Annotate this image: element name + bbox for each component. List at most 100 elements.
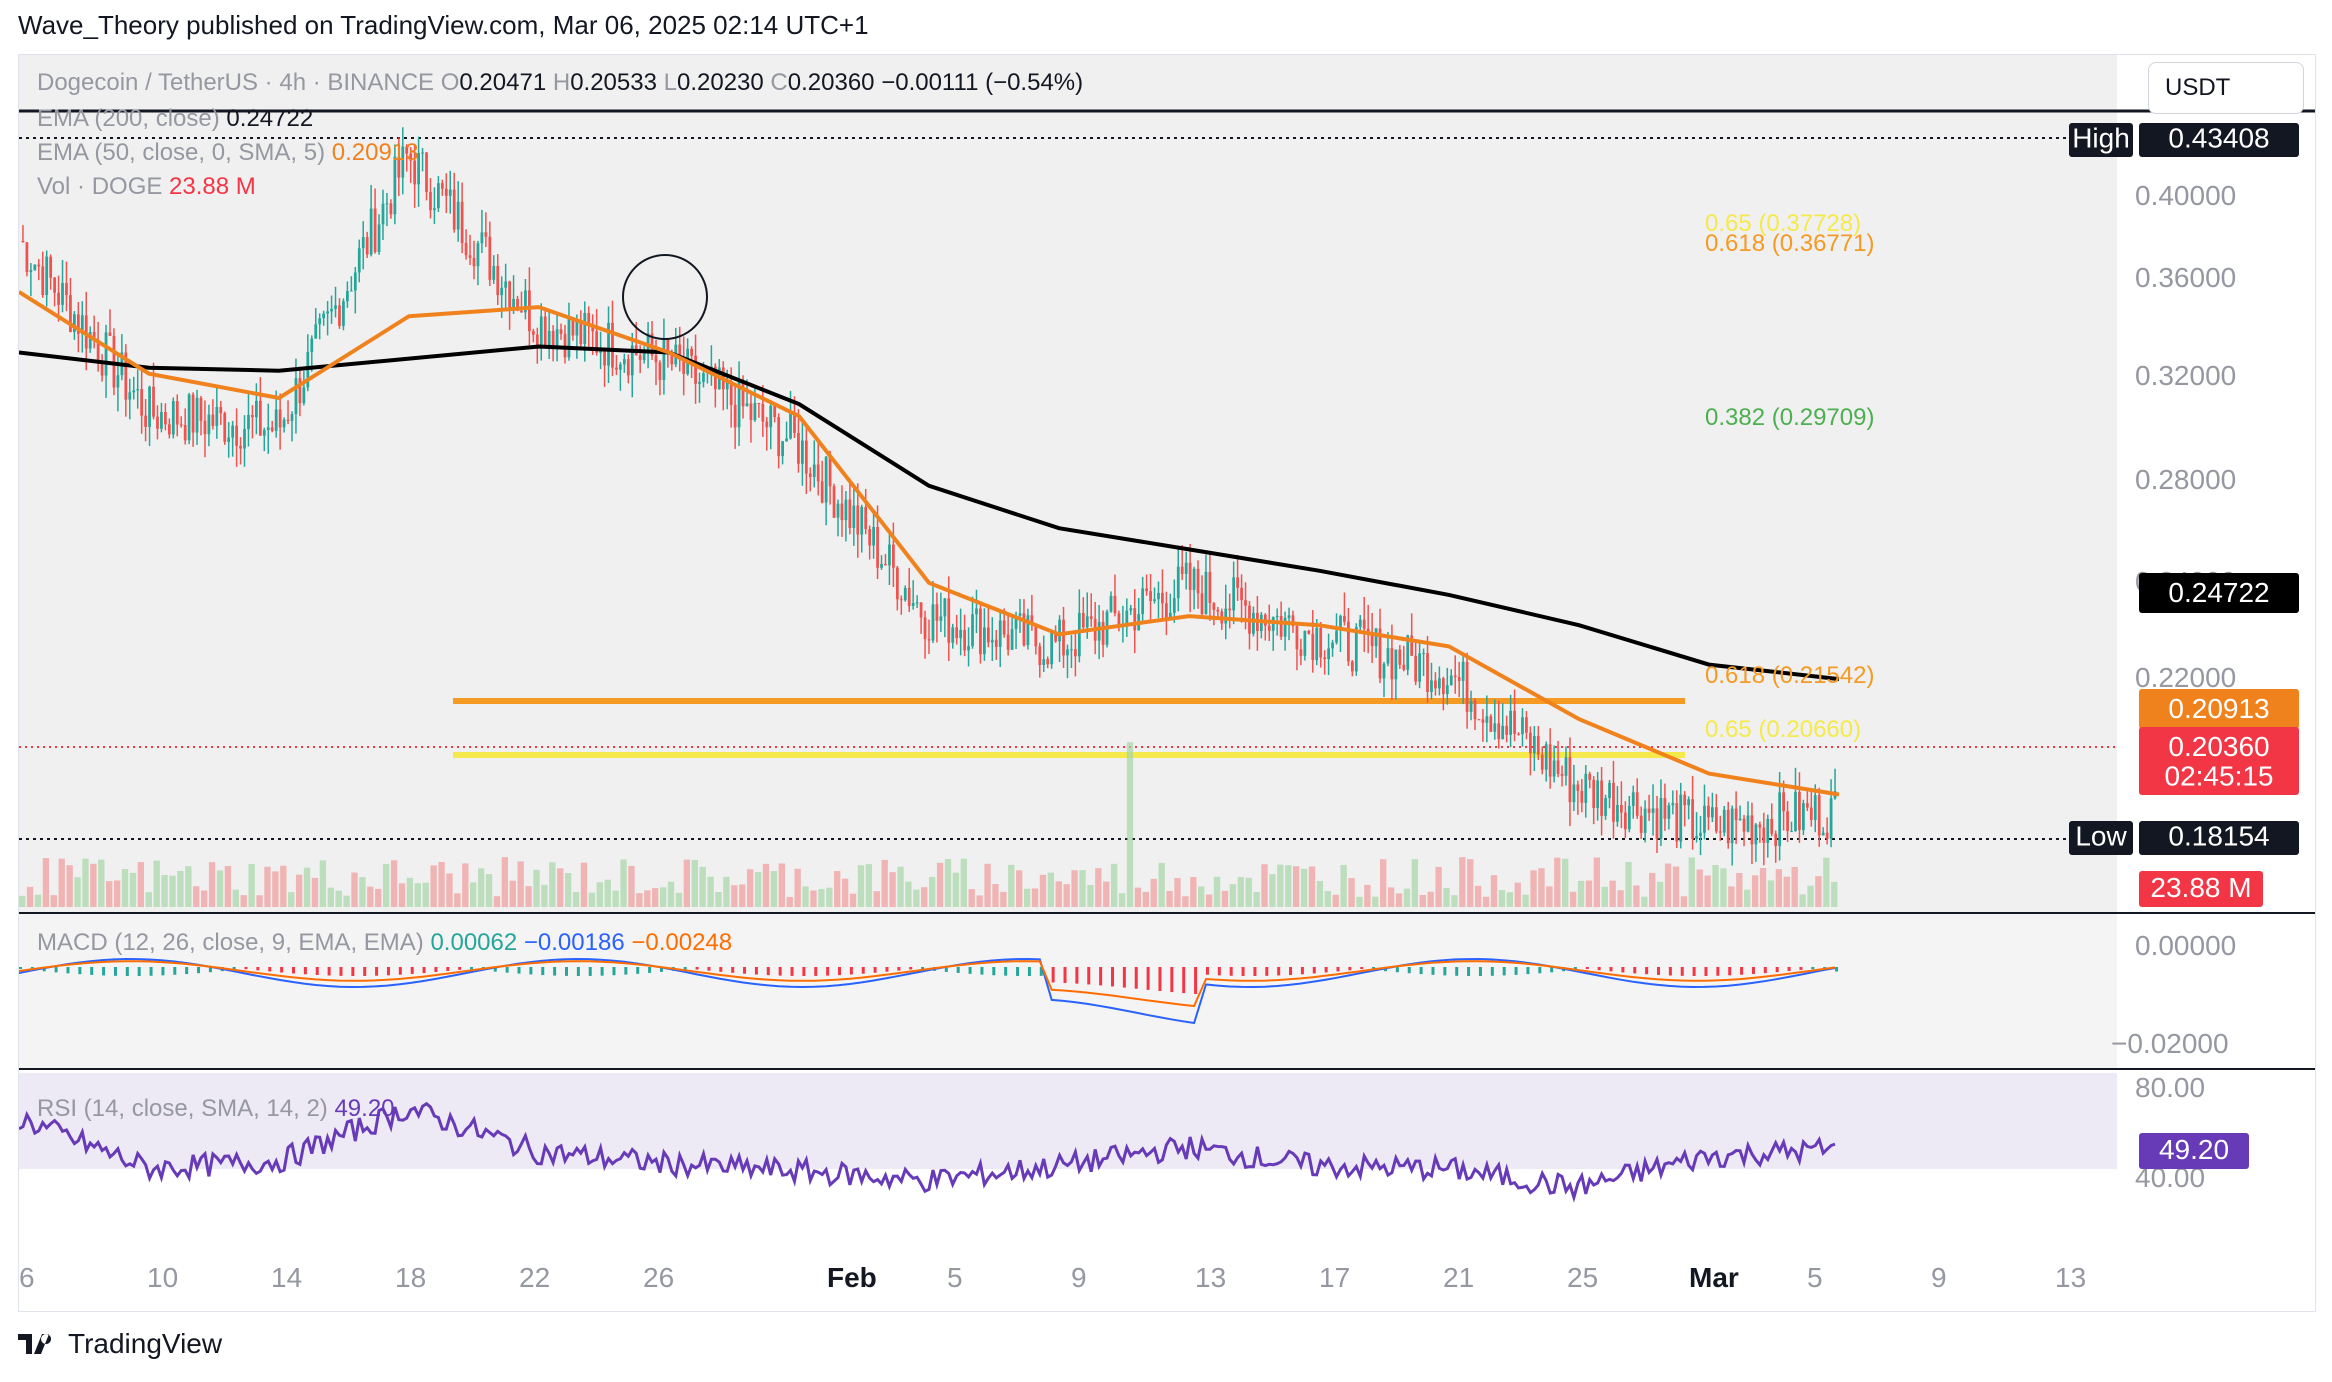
macd-histogram-bar: [1111, 967, 1114, 987]
macd-histogram-bar: [208, 967, 212, 973]
candle-body: [440, 183, 444, 189]
macd-histogram-bar: [980, 967, 984, 975]
volume-legend[interactable]: Vol · DOGE 23.88 M: [37, 173, 256, 200]
macd-histogram-bar: [1585, 967, 1589, 970]
volume-bar: [1016, 870, 1023, 907]
candle-body: [733, 404, 737, 428]
candle-body: [96, 341, 100, 364]
volume-bar: [1419, 894, 1426, 907]
candle-body: [1782, 792, 1785, 812]
volume-bar: [1316, 880, 1324, 907]
price-tick-label: 0.28000: [2135, 464, 2236, 495]
macd-histogram-bar: [517, 967, 521, 974]
candle-body: [199, 397, 203, 421]
candle-body: [290, 414, 294, 421]
volume-bar: [715, 891, 722, 907]
ema200-legend[interactable]: EMA (200, close) 0.24722: [37, 105, 314, 132]
symbol-name: Dogecoin / TetherUS · 4h · BINANCE: [37, 69, 435, 96]
macd-histogram-bar: [576, 967, 580, 976]
volume-bar: [438, 862, 445, 907]
volume-bar: [311, 877, 319, 907]
candle-body: [1236, 577, 1239, 588]
macd-histogram-bar: [1205, 967, 1209, 975]
candle-body: [1659, 798, 1663, 839]
candle-body: [971, 614, 974, 647]
high-value: 0.20533: [570, 69, 657, 96]
candle-body: [1311, 633, 1315, 661]
volume-bar: [327, 887, 334, 907]
candle-body: [765, 421, 769, 428]
volume-bar: [1095, 868, 1102, 907]
volume-bar: [1736, 872, 1743, 907]
volume-bar: [145, 892, 152, 907]
macd-histogram-bar: [446, 967, 450, 971]
volume-bar: [1657, 881, 1664, 907]
candle-body: [1564, 757, 1568, 776]
chart-frame[interactable]: 0.400000.360000.320000.280000.240000.220…: [18, 54, 2316, 1312]
candle-body: [1354, 626, 1358, 672]
volume-bar: [42, 858, 50, 907]
rsi-legend[interactable]: RSI (14, close, SMA, 14, 2) 49.20: [37, 1095, 395, 1122]
volume-bar: [1823, 857, 1830, 907]
ema50-legend[interactable]: EMA (50, close, 0, SMA, 5) 0.20913: [37, 139, 419, 166]
candle-body: [729, 381, 733, 405]
currency-button[interactable]: USDT: [2148, 62, 2304, 114]
ema50-price-tag: 0.20913: [2168, 693, 2269, 724]
macd-histogram-bar: [244, 967, 248, 970]
macd-histogram-bar: [185, 967, 189, 975]
candle-body: [1117, 613, 1121, 627]
macd-histogram-bar: [968, 967, 972, 974]
macd-histogram-bar: [1158, 967, 1162, 992]
candle-body: [931, 604, 935, 641]
candle-body: [678, 344, 682, 360]
candle-body: [1655, 808, 1659, 839]
volume-bar: [770, 871, 778, 907]
volume-bar: [129, 872, 137, 907]
candle-body: [935, 604, 939, 621]
volume-bar: [1372, 896, 1379, 907]
candle-body: [1382, 663, 1386, 679]
candle-body: [393, 156, 397, 215]
candle-body: [1790, 831, 1793, 833]
macd-histogram-bar: [1182, 967, 1186, 994]
candlestick-chart[interactable]: 0.400000.360000.320000.280000.240000.220…: [19, 55, 2315, 1311]
candle-body: [357, 248, 361, 273]
candle-body: [690, 348, 693, 356]
tradingview-logo[interactable]: TradingView: [18, 1328, 222, 1360]
candle-body: [824, 456, 828, 503]
candle-body: [421, 152, 424, 154]
macd-histogram-bar: [1692, 967, 1696, 976]
candle-body: [1821, 832, 1825, 836]
volume-bar: [1198, 886, 1205, 907]
volume-bar: [1395, 893, 1403, 907]
candle-body: [1477, 719, 1481, 721]
candle-body: [1639, 815, 1643, 833]
candle-body: [990, 639, 994, 643]
candle-body: [1501, 725, 1505, 740]
macd-histogram-bar: [707, 967, 711, 971]
rsi-tick-label: 80.00: [2135, 1072, 2205, 1103]
candle-body: [836, 503, 840, 518]
candle-body: [361, 237, 365, 249]
macd-legend[interactable]: MACD (12, 26, close, 9, EMA, EMA) 0.0006…: [37, 929, 733, 956]
volume-bar: [1150, 878, 1157, 907]
volume-bar: [1775, 869, 1783, 907]
candle-body: [1627, 806, 1631, 830]
candle-body: [947, 598, 951, 643]
candle-body: [258, 400, 262, 436]
volume-bar: [462, 863, 469, 907]
volume-bar: [1712, 865, 1719, 907]
candle-body: [884, 564, 887, 566]
candle-body: [749, 403, 753, 421]
macd-histogram-bar: [1146, 967, 1150, 990]
candle-body: [100, 363, 104, 376]
candle-body: [1279, 615, 1283, 637]
volume-bar: [74, 877, 81, 907]
volume-bar: [232, 889, 239, 907]
volume-bar: [992, 883, 999, 907]
candle-body: [274, 409, 278, 431]
candle-body: [702, 373, 705, 382]
candle-body: [381, 203, 385, 225]
candle-body: [318, 318, 322, 325]
candle-body: [88, 331, 92, 349]
